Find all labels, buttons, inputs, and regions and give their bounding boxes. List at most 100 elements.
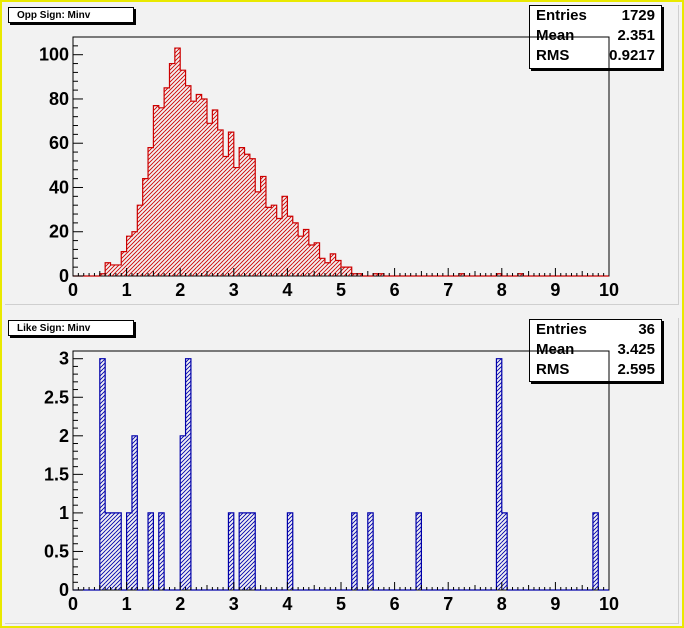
stats-rms-value: 0.9217 bbox=[609, 47, 655, 64]
stats-row-entries: Entries 36 bbox=[530, 320, 661, 340]
x-tick-label: 8 bbox=[497, 280, 507, 300]
histogram-bin bbox=[110, 264, 116, 276]
stats-entries-label: Entries bbox=[536, 321, 587, 338]
histogram-bin bbox=[207, 123, 213, 276]
x-tick-label: 0 bbox=[68, 594, 78, 614]
histogram-bin bbox=[303, 229, 309, 276]
histogram-bin bbox=[308, 245, 315, 276]
x-tick-label: 9 bbox=[550, 594, 560, 614]
histogram-bin bbox=[341, 267, 347, 276]
histogram-bin bbox=[105, 262, 111, 276]
histogram-bin bbox=[174, 48, 181, 276]
histogram-bin bbox=[99, 273, 106, 276]
histogram-bin bbox=[201, 98, 207, 277]
histogram-bin bbox=[335, 260, 341, 276]
histogram-bin bbox=[126, 236, 132, 276]
y-tick-label: 100 bbox=[39, 45, 69, 65]
histogram-bin bbox=[142, 178, 149, 276]
stats-entries-value: 36 bbox=[638, 321, 655, 338]
histogram-bin bbox=[180, 70, 186, 276]
stats-rms-value: 2.595 bbox=[617, 361, 655, 378]
x-tick-label: 7 bbox=[443, 594, 453, 614]
x-tick-label: 2 bbox=[175, 280, 185, 300]
x-tick-label: 2 bbox=[175, 594, 185, 614]
histogram-bin bbox=[239, 147, 245, 276]
x-tick-label: 3 bbox=[229, 280, 239, 300]
y-tick-label: 1.5 bbox=[44, 464, 69, 484]
x-tick-label: 10 bbox=[599, 280, 619, 300]
histogram-bin bbox=[212, 110, 218, 277]
histogram-bin bbox=[131, 231, 138, 276]
histogram-bin bbox=[137, 205, 143, 276]
histogram-bin bbox=[158, 107, 165, 276]
histogram-bin bbox=[180, 435, 186, 590]
stats-row-entries: Entries 1729 bbox=[530, 6, 661, 26]
x-tick-label: 5 bbox=[336, 280, 346, 300]
stats-entries-value: 1729 bbox=[621, 7, 655, 24]
stats-mean-value: 3.425 bbox=[617, 341, 655, 358]
x-tick-label: 5 bbox=[336, 594, 346, 614]
y-tick-label: 0 bbox=[59, 266, 69, 286]
stats-entries-label: Entries bbox=[536, 7, 587, 24]
y-tick-label: 60 bbox=[49, 133, 69, 153]
stats-mean-label: Mean bbox=[536, 341, 575, 358]
histogram-bin bbox=[271, 205, 277, 276]
histogram-bin bbox=[153, 105, 159, 276]
histogram-bin bbox=[324, 262, 331, 276]
histogram-bin bbox=[378, 273, 384, 276]
histogram-bin bbox=[196, 94, 202, 276]
y-tick-label: 20 bbox=[49, 222, 69, 242]
stats-row-mean: Mean 3.425 bbox=[530, 340, 661, 360]
histogram-bin bbox=[158, 512, 165, 590]
y-tick-label: 1 bbox=[59, 503, 69, 523]
x-tick-label: 1 bbox=[122, 594, 132, 614]
histogram-bin bbox=[346, 267, 352, 276]
histogram-bin bbox=[367, 512, 374, 590]
pad-title-like-sign: Like Sign: Minv bbox=[8, 320, 134, 336]
histogram-bin bbox=[105, 512, 111, 590]
histogram-bin bbox=[592, 512, 599, 590]
pad-title-opp-sign: Opp Sign: Minv bbox=[8, 7, 134, 23]
histogram-bin bbox=[233, 167, 240, 276]
histogram-bin bbox=[501, 512, 508, 590]
x-tick-label: 7 bbox=[443, 280, 453, 300]
histogram-outline bbox=[73, 358, 609, 591]
histogram-bin bbox=[298, 236, 304, 276]
x-tick-label: 0 bbox=[68, 280, 78, 300]
histogram-bin bbox=[148, 147, 154, 276]
x-tick-label: 1 bbox=[122, 280, 132, 300]
histogram-bin bbox=[496, 273, 502, 276]
y-tick-label: 2 bbox=[59, 426, 69, 446]
histogram-bin bbox=[164, 87, 170, 276]
histogram-bin bbox=[287, 512, 293, 590]
histogram-bin bbox=[115, 512, 122, 590]
histogram-bin bbox=[373, 273, 379, 276]
y-tick-label: 40 bbox=[49, 177, 69, 197]
histogram-bin bbox=[330, 253, 336, 276]
histogram-bin bbox=[148, 512, 154, 590]
histogram-bin bbox=[287, 216, 293, 276]
x-tick-label: 4 bbox=[282, 594, 292, 614]
histogram-bin bbox=[249, 512, 256, 590]
histogram-bin bbox=[314, 242, 320, 276]
histogram-bin bbox=[185, 85, 191, 277]
histogram-bin bbox=[228, 512, 234, 590]
histogram-bin bbox=[110, 512, 116, 590]
histogram-bin bbox=[115, 264, 122, 276]
histogram-bin bbox=[244, 512, 250, 590]
histogram-bin bbox=[169, 63, 175, 276]
y-tick-label: 80 bbox=[49, 89, 69, 109]
histogram-bin bbox=[99, 358, 106, 590]
histogram-bin bbox=[185, 358, 191, 590]
histogram-bin bbox=[282, 196, 288, 276]
y-tick-label: 3 bbox=[59, 349, 69, 369]
stats-mean-label: Mean bbox=[536, 27, 575, 44]
stats-row-rms: RMS 2.595 bbox=[530, 360, 661, 380]
histogram-bin bbox=[351, 512, 358, 590]
stats-row-rms: RMS 0.9217 bbox=[530, 46, 661, 66]
histogram-bin bbox=[351, 273, 358, 276]
